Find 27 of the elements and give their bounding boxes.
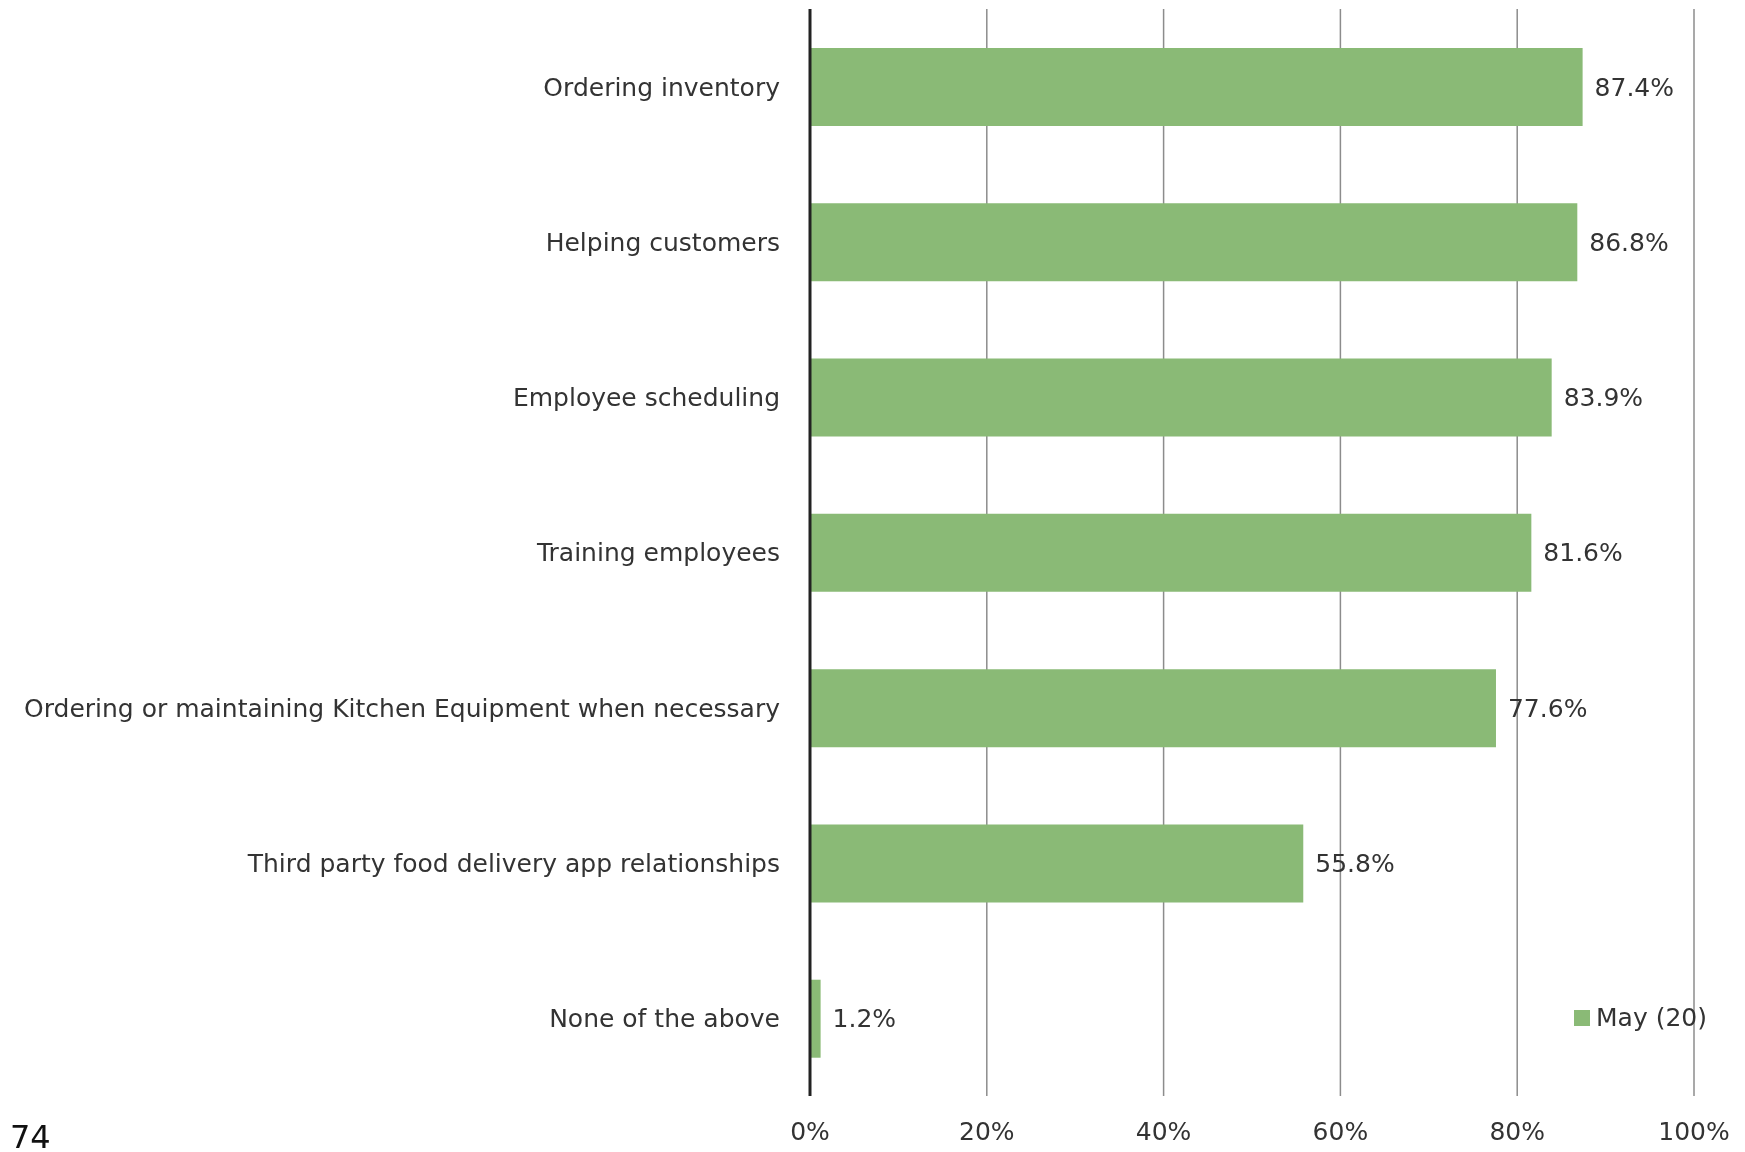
bar xyxy=(810,358,1552,437)
bar xyxy=(810,203,1578,282)
y-tick-label: Ordering or maintaining Kitchen Equipment when necessary xyxy=(24,693,781,723)
bar xyxy=(810,48,1583,126)
x-tick-label: 80% xyxy=(1489,1116,1545,1146)
legend-label: May (20) xyxy=(1596,1003,1707,1032)
x-tick-label: 20% xyxy=(959,1116,1015,1146)
y-tick-label: Ordering inventory xyxy=(543,72,781,102)
bar xyxy=(810,513,1532,592)
x-tick-label: 100% xyxy=(1658,1116,1730,1146)
data-label: 83.9% xyxy=(1563,383,1644,413)
x-tick-label: 60% xyxy=(1312,1116,1369,1146)
bar xyxy=(810,669,1496,748)
x-tick-label: 0% xyxy=(790,1116,830,1146)
y-tick-label: Helping customers xyxy=(545,227,780,257)
y-tick-label: Training employees xyxy=(535,538,780,568)
y-tick-label: Employee scheduling xyxy=(512,383,780,413)
data-label: 81.6% xyxy=(1543,538,1623,568)
text: 74 xyxy=(10,1118,51,1152)
data-label: 87.4% xyxy=(1594,72,1675,102)
bar xyxy=(810,824,1304,903)
data-label: 77.6% xyxy=(1507,693,1588,723)
y-tick-label: None of the above xyxy=(549,1004,780,1034)
x-tick-label: 40% xyxy=(1135,1116,1192,1146)
data-label: 1.2% xyxy=(832,1004,897,1034)
data-label: 86.8% xyxy=(1589,227,1669,257)
y-tick-label: Third party food delivery app relationships xyxy=(246,848,780,878)
